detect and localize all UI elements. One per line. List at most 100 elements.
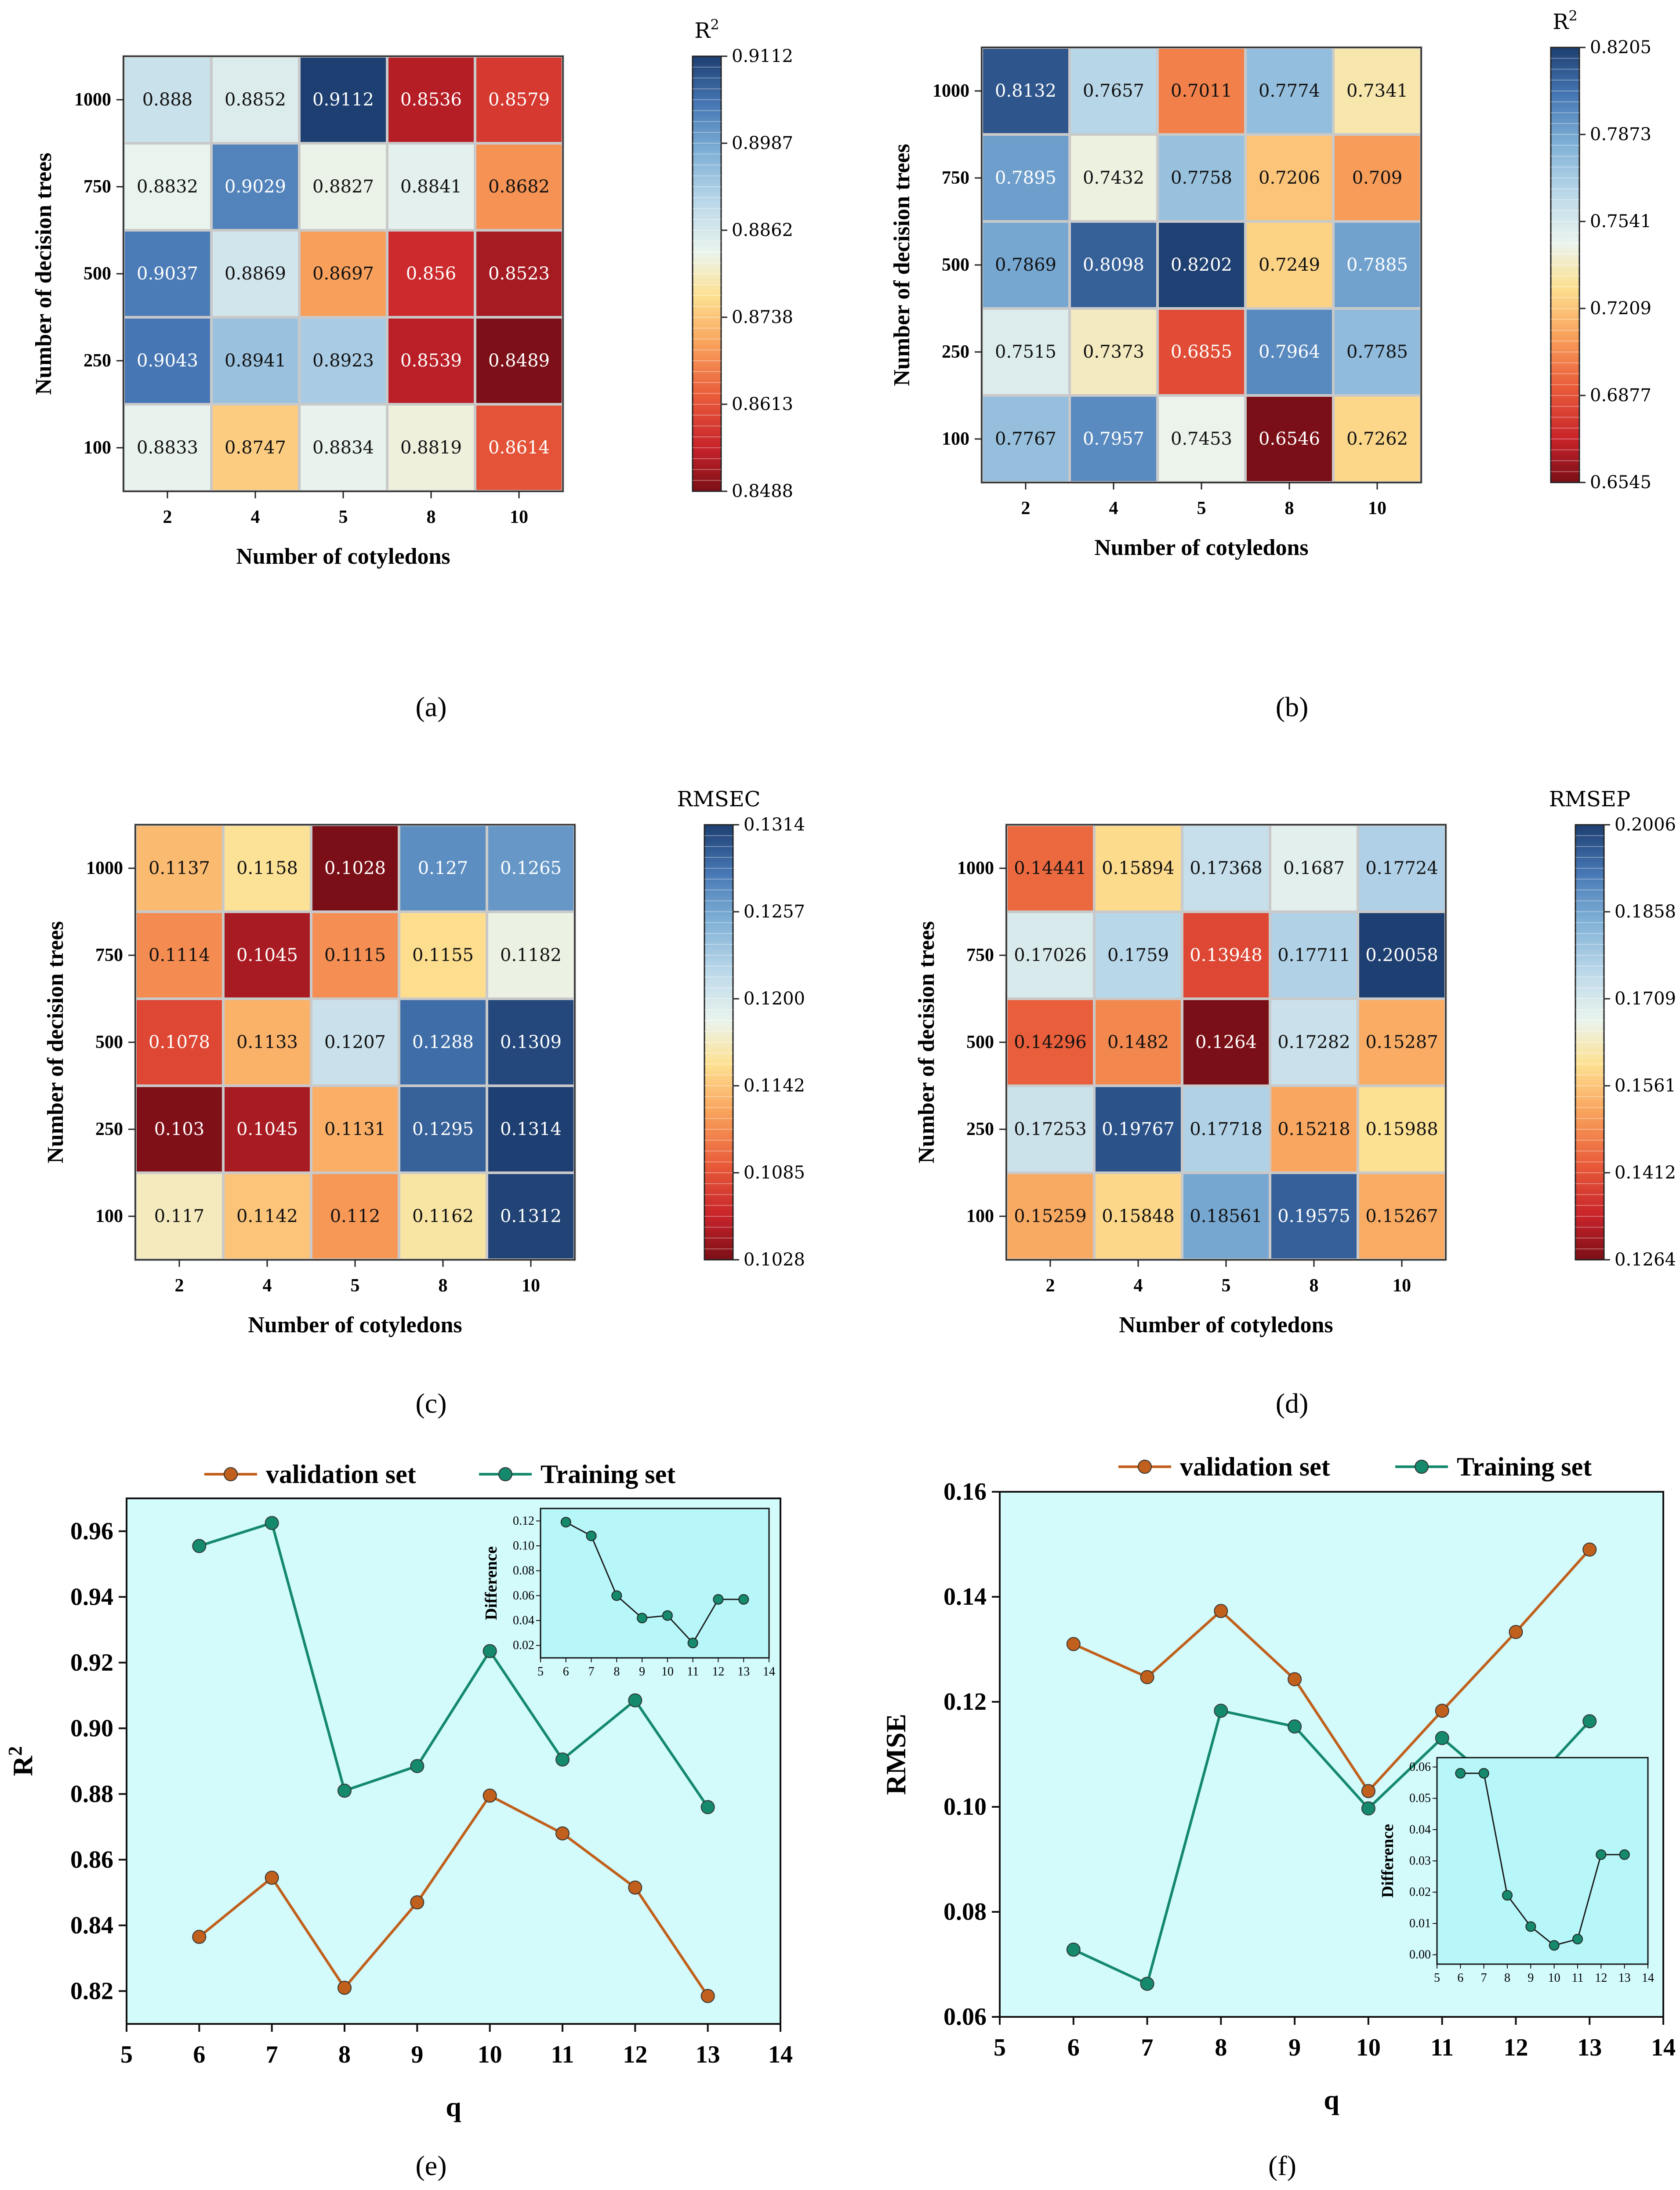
heatmap-cell-label: 0.8819	[400, 438, 462, 458]
heatmap-cell	[386, 229, 476, 319]
colorbar-tick-label: 0.9112	[732, 46, 793, 66]
panel-label: (f)	[1268, 2150, 1296, 2181]
colorbar-title-superscript: 2	[710, 16, 719, 33]
series-line-2	[199, 1521, 709, 1808]
x-tick-label: 10	[478, 2041, 502, 2068]
series-point	[555, 1752, 570, 1767]
series-point	[628, 1880, 642, 1895]
heatmap-cell	[1156, 133, 1247, 223]
x-tick-label: 2	[163, 507, 172, 527]
heatmap-cell-label: 0.1264	[1195, 1032, 1257, 1052]
colorbar-title-main: RMSEC	[677, 787, 761, 812]
inset-x-tick-label: 7	[588, 1665, 595, 1679]
inset-x-tick-label: 13	[737, 1665, 750, 1679]
heatmap-cell	[474, 142, 564, 232]
heatmap-cell	[1357, 997, 1447, 1087]
colorbar-title: RMSEP	[1549, 787, 1631, 812]
heatmap-cell-label: 0.8869	[225, 264, 286, 284]
heatmap-cell	[398, 910, 488, 1000]
heatmap-cell	[1332, 394, 1422, 484]
x-tick-label: 8	[439, 1276, 448, 1296]
heatmap-cell-label: 0.15988	[1365, 1119, 1438, 1139]
heatmap-cell-label: 0.8682	[488, 177, 550, 197]
x-tick-label: 5	[994, 2034, 1006, 2061]
x-tick-label: 7	[266, 2041, 278, 2068]
y-axis-title: R2	[4, 1746, 39, 1776]
x-tick-label: 2	[1046, 1276, 1055, 1296]
heatmap-panel-3: 0.1137 0.1158 0.1028 0.127 0.1265 0.1114 0.104…	[43, 787, 805, 1419]
colorbar-tick-label: 0.7873	[1590, 124, 1651, 145]
heatmap-cell-label: 0.6546	[1259, 429, 1320, 449]
y-axis-title: RMSE	[880, 1714, 911, 1795]
x-axis-title: Number of cotyledons	[1094, 535, 1308, 560]
heatmap-cell-label: 0.8697	[312, 264, 374, 284]
series-point	[265, 1516, 279, 1530]
heatmap-cell-label: 0.7785	[1346, 342, 1408, 362]
colorbar	[1575, 824, 1605, 1261]
heatmap-cell	[1068, 220, 1159, 310]
y-tick-label: 0.86	[70, 1846, 113, 1873]
y-tick-label: 0.96	[70, 1518, 113, 1545]
heatmap-cell-label: 0.7432	[1083, 168, 1144, 188]
y-tick-label: 0.14	[943, 1583, 987, 1610]
heatmap-cell-label: 0.7373	[1083, 342, 1144, 362]
heatmap-cell	[134, 910, 225, 1000]
y-tick-label: 500	[83, 264, 111, 284]
inset-point	[1502, 1890, 1513, 1901]
x-tick-label: 12	[1503, 2034, 1528, 2061]
inset-point	[713, 1594, 724, 1605]
inset-x-tick-label: 11	[1572, 1971, 1584, 1985]
legend-marker	[1138, 1460, 1152, 1474]
heatmap-cell	[1269, 910, 1359, 1000]
x-tick-label: 10	[1356, 2034, 1381, 2061]
heatmap-cell-label: 0.7262	[1346, 429, 1408, 449]
heatmap-cell-label: 0.1182	[500, 945, 562, 965]
y-axis-title-main: R	[7, 1755, 38, 1776]
series-point	[337, 1784, 352, 1798]
legend-label: validation set	[1180, 1452, 1330, 1481]
inset-x-tick-label: 8	[1504, 1971, 1510, 1985]
heatmap-cell-label: 0.1114	[149, 945, 210, 965]
heatmap-cell-label: 0.15259	[1014, 1206, 1086, 1226]
y-tick-label: 250	[942, 342, 969, 362]
heatmap-cell-label: 0.9037	[137, 264, 198, 284]
heatmap-cell-label: 0.709	[1352, 168, 1403, 188]
heatmap-cell-label: 0.112	[330, 1206, 381, 1226]
colorbar-tick-label: 0.1709	[1615, 989, 1676, 1009]
heatmap-cell-label: 0.9112	[312, 90, 374, 110]
x-tick-label: 8	[1310, 1276, 1319, 1296]
inset-x-tick-label: 5	[1434, 1971, 1440, 1985]
colorbar-tick-label: 0.8488	[732, 481, 793, 501]
x-tick-label: 10	[1368, 498, 1386, 518]
heatmap-cell-label: 0.856	[406, 264, 457, 284]
colorbar-tick-label: 0.1314	[744, 815, 805, 835]
heatmap-cell-label: 0.8579	[488, 90, 550, 110]
inset-line	[1460, 1773, 1625, 1946]
heatmap-cell-label: 0.15848	[1102, 1206, 1174, 1226]
heatmap-cell	[386, 316, 476, 406]
x-tick-label: 11	[1430, 2034, 1454, 2061]
colorbar-tick-label: 0.8205	[1590, 37, 1651, 58]
colorbar	[692, 55, 722, 492]
y-tick-label: 1000	[86, 858, 123, 878]
heatmap-cell	[486, 1084, 576, 1174]
heatmap-cell-label: 0.8098	[1083, 255, 1144, 275]
y-tick-label: 0.08	[943, 1898, 987, 1925]
heatmap-cell-label: 0.7453	[1171, 429, 1232, 449]
heatmap-cell	[980, 307, 1071, 397]
colorbar-title: RMSEC	[677, 787, 761, 812]
inset-x-tick-label: 12	[712, 1665, 724, 1679]
colorbar-tick-label: 0.1085	[744, 1163, 805, 1183]
heatmap-cell-label: 0.7206	[1259, 168, 1320, 188]
y-tick-label: 1000	[74, 90, 111, 110]
series-point	[1288, 1672, 1302, 1686]
y-tick-label: 750	[83, 177, 111, 197]
series-point	[1288, 1719, 1302, 1734]
heatmap-cell-label: 0.19767	[1102, 1119, 1174, 1139]
y-tick-label: 0.12	[943, 1688, 987, 1715]
series-point	[628, 1693, 642, 1708]
x-tick-label: 9	[1288, 2034, 1301, 2061]
x-tick-label: 5	[120, 2041, 133, 2068]
y-tick-label: 0.92	[70, 1649, 113, 1676]
x-axis-title: q	[1324, 2084, 1339, 2115]
